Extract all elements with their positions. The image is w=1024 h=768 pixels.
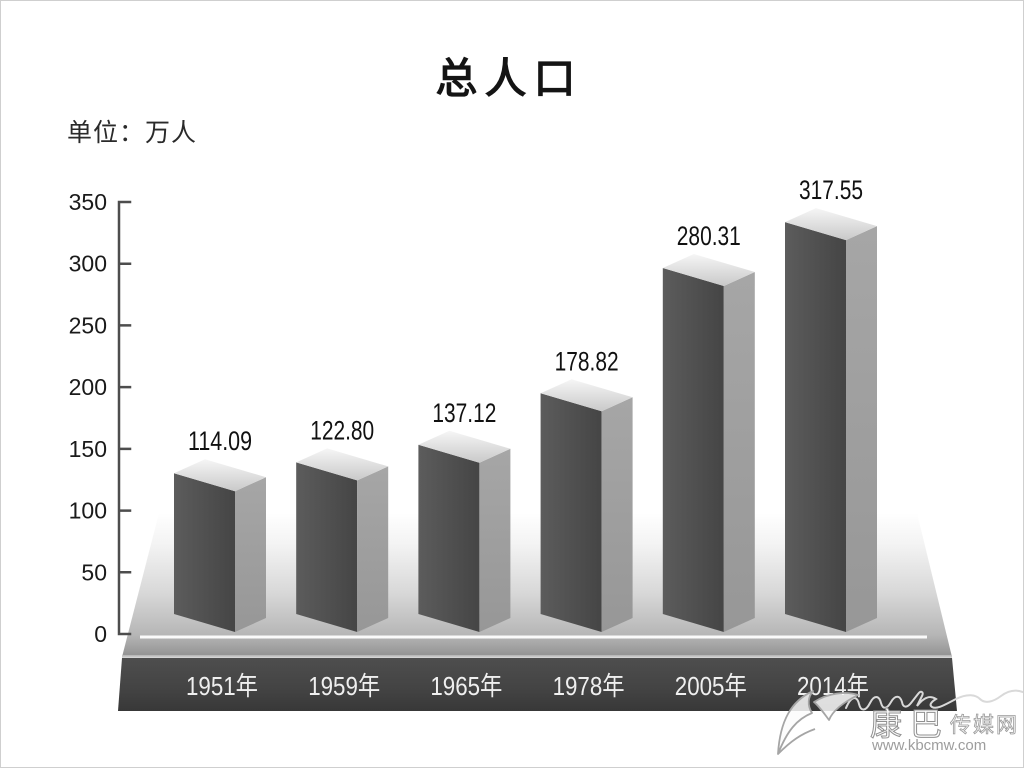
bar-face-side: [723, 272, 755, 632]
bar-value-label: 137.12: [432, 398, 496, 428]
x-category-label: 1959年: [308, 671, 380, 701]
bar-2005: 280.31 2005年: [662, 221, 755, 701]
x-category-label: 1978年: [553, 671, 625, 701]
bar-1965: 137.12 1965年: [418, 398, 511, 701]
signature-squiggle-icon: [845, 689, 1023, 711]
bar-face-side: [601, 397, 633, 632]
watermark: 康巴 传媒网 www.kbcmw.com: [777, 689, 1023, 755]
y-tick-label: 50: [81, 559, 107, 585]
plinth-front: [118, 658, 957, 711]
bar-value-label: 178.82: [555, 346, 619, 376]
bar-face-front: [785, 222, 846, 632]
watermark-site-name-large: 康巴: [870, 706, 950, 742]
x-category-label: 1965年: [430, 671, 502, 701]
unit-label: 单位：万人: [67, 119, 198, 147]
bar-value-label: 280.31: [677, 221, 741, 251]
bar-face-side: [235, 477, 266, 632]
bar-1959: 122.80 1959年: [296, 415, 389, 701]
bar-1951: 114.09 1951年: [174, 426, 266, 701]
bar-face-top: [296, 448, 389, 481]
bar-face-front: [540, 393, 602, 632]
watermark-url: www.kbcmw.com: [871, 737, 986, 754]
bar-1978: 178.82 1978年: [540, 346, 633, 701]
y-tick-label: 100: [69, 498, 107, 524]
bar-value-label: 317.55: [799, 175, 863, 205]
y-tick-label: 200: [69, 374, 107, 400]
bar-face-side: [479, 448, 511, 632]
y-tick-label: 300: [69, 251, 107, 277]
chart-title: 总人口: [435, 55, 583, 102]
bar-face-front: [662, 268, 724, 632]
y-tick-label: 0: [94, 621, 107, 647]
bar-face-side: [846, 226, 877, 632]
bar-face-front: [418, 444, 480, 632]
bar-value-label: 114.09: [188, 426, 252, 456]
bar-face-top: [174, 459, 266, 492]
y-axis: [117, 200, 132, 636]
bar-face-top: [662, 254, 755, 286]
bar-face-top: [540, 379, 633, 412]
x-category-label: 1951年: [186, 671, 258, 701]
y-tick-label: 150: [69, 436, 107, 462]
y-tick-label: 350: [69, 189, 107, 215]
bar-face-top: [418, 430, 511, 463]
watermark-site-name-small: 传媒网: [950, 714, 1019, 737]
bar-value-label: 122.80: [310, 415, 374, 445]
bar-face-front: [174, 473, 235, 632]
y-tick-label: 250: [69, 312, 107, 338]
bar-face-front: [296, 462, 358, 632]
kbcmw-logo-icon: [777, 690, 859, 755]
bar-face-side: [357, 466, 389, 632]
bar-face-top: [785, 208, 877, 241]
x-category-label: 2005年: [675, 671, 747, 701]
